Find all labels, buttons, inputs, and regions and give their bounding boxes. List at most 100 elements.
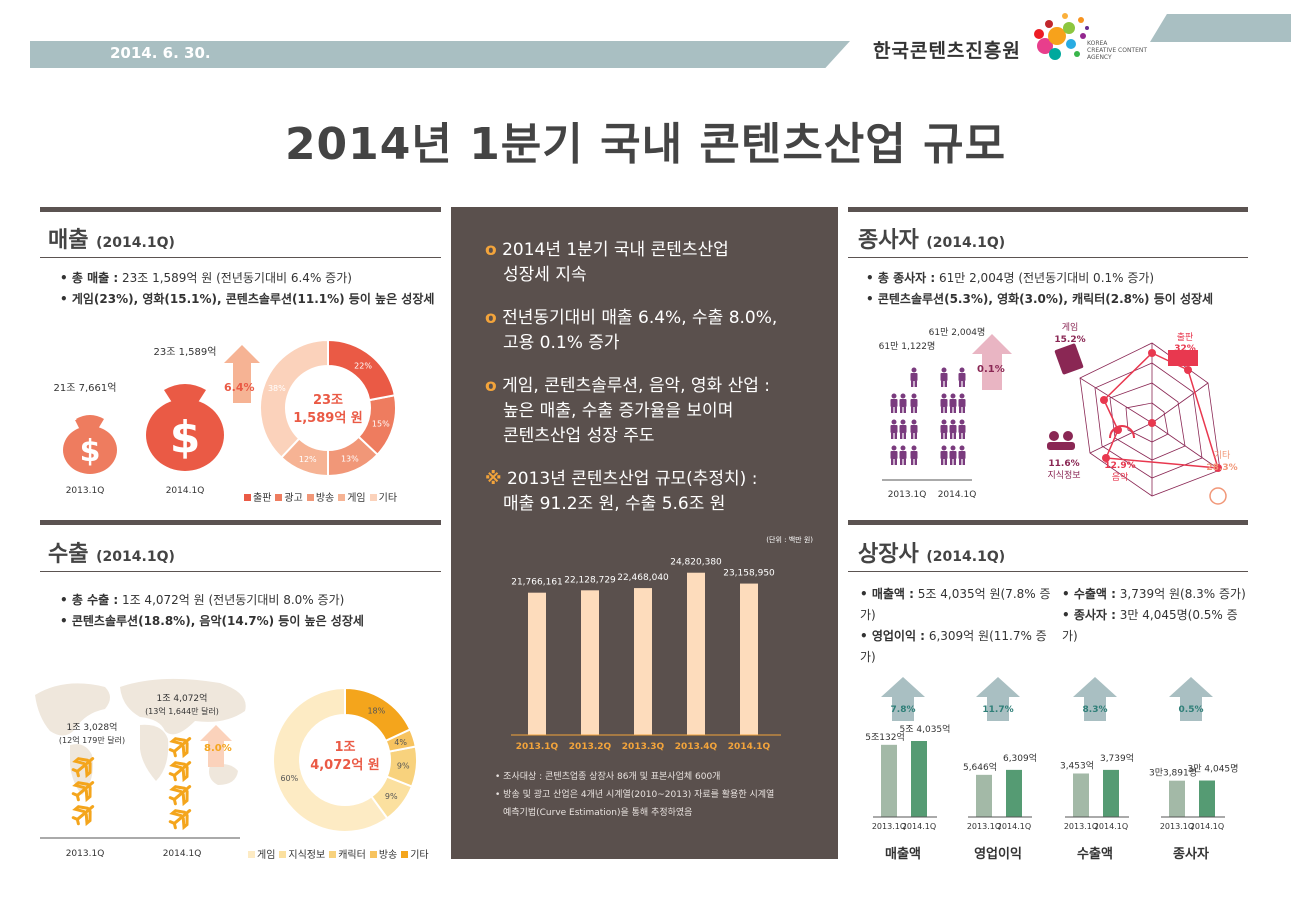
svg-text:61만 2,004명: 61만 2,004명 — [929, 327, 986, 338]
airplane-icon — [71, 757, 95, 779]
legend-label: 게임 — [257, 850, 276, 861]
bar — [740, 583, 758, 735]
slice-label: 38% — [268, 384, 286, 393]
bar — [1073, 773, 1089, 817]
sales-legend: 출판 광고 방송 게임 기타 — [244, 489, 401, 504]
sales-bullets: • 총 매출 : 23조 1,589억 원 (전년동기대비 6.4% 증가) •… — [60, 271, 435, 306]
donut-slice — [280, 437, 329, 478]
slice-label: 9% — [385, 792, 398, 801]
person-icon — [890, 445, 898, 465]
legend-item: 방송 — [369, 850, 398, 861]
group-label: 수출액 — [1077, 846, 1113, 862]
people-icon — [1047, 431, 1075, 450]
svg-text:1조 3,028억: 1조 3,028억 — [67, 721, 118, 733]
employees-people-chart: 61만 1,122명 61만 2,004명 0.1% 2013.1Q 2014.… — [879, 327, 1012, 500]
bar-category-label: 2013.2Q — [569, 742, 612, 752]
bar — [1199, 780, 1215, 817]
bar-value-label: 5,646억 — [963, 761, 997, 773]
person-icon — [949, 419, 957, 439]
svg-text:음악: 음악 — [1112, 471, 1129, 483]
svg-text:$: $ — [80, 434, 101, 469]
svg-text:23조: 23조 — [313, 393, 343, 408]
person-icon — [940, 419, 948, 439]
exports-title: 수출 (2014.1Q) — [48, 542, 175, 567]
svg-text:11.6%: 11.6% — [1048, 459, 1079, 469]
svg-text:2013.1Q: 2013.1Q — [888, 490, 927, 500]
growth-label: 11.7% — [982, 705, 1013, 715]
listed-bar-charts: 7.8% 5조132억 2013.1Q 5조 4,035억 2014.1Q 매출액 11.7… — [865, 677, 1238, 862]
section-bar — [848, 520, 1248, 525]
svg-text:32%: 32% — [1174, 344, 1196, 354]
bar-category-label: 2013.1Q — [967, 822, 1001, 831]
donut-slice — [327, 435, 379, 478]
person-icon — [940, 445, 948, 465]
person-icon — [949, 445, 957, 465]
slice-label: 4% — [394, 738, 407, 747]
bar-category-label: 2013.1Q — [1160, 822, 1194, 831]
section-bar — [40, 520, 441, 525]
bar-category-label: 2013.4Q — [675, 742, 718, 752]
person-icon — [899, 419, 907, 439]
svg-text:(13억 1,644만 달러): (13억 1,644만 달러) — [145, 706, 219, 716]
sales-donut-chart: 23조 1,589억 원 22% 15% 13% 12% 38% — [259, 338, 397, 478]
legend-item: 기타 — [401, 850, 429, 861]
headphones-icon — [1109, 425, 1135, 439]
slice-label: 60% — [280, 774, 298, 783]
legend-item: 캐릭터 — [329, 850, 366, 861]
slice-label: 12% — [299, 455, 317, 464]
moneybag-large-icon: $ — [146, 384, 224, 471]
svg-text:6.4%: 6.4% — [224, 381, 255, 394]
org-logo-icon — [1034, 13, 1089, 60]
slice-label: 9% — [397, 762, 410, 771]
header-banner-right — [1150, 14, 1291, 42]
svg-text:28.3%: 28.3% — [1206, 463, 1237, 473]
svg-text:61만 1,122명: 61만 1,122명 — [879, 341, 936, 352]
legend-item: 게임 — [338, 493, 366, 504]
svg-text:15.2%: 15.2% — [1054, 335, 1085, 345]
legend-item: 지식정보 — [279, 850, 325, 861]
svg-text:1조: 1조 — [334, 740, 355, 755]
person-icon — [949, 393, 957, 413]
bar-category-label: 2014.1Q — [1094, 822, 1128, 831]
section-divider — [848, 257, 1248, 258]
legend-swatch — [369, 494, 377, 501]
employees-title: 종사자 (2014.1Q) — [858, 228, 1006, 253]
svg-text:21조 7,661억: 21조 7,661억 — [54, 382, 117, 394]
svg-text:2014.1Q: 2014.1Q — [163, 849, 202, 859]
sales-title: 매출 (2014.1Q) — [48, 228, 175, 253]
section-bar — [40, 207, 441, 212]
growth-label: 0.5% — [1179, 705, 1204, 715]
svg-text:2014.1Q: 2014.1Q — [166, 486, 205, 496]
slice-label: 18% — [367, 707, 385, 716]
person-icon — [958, 393, 966, 413]
world-map-icon — [35, 678, 246, 795]
airplane-icon — [71, 805, 95, 827]
bar-value-label: 3만3,891명 — [1149, 768, 1197, 779]
growth-label: 7.8% — [891, 705, 916, 715]
svg-text:게임: 게임 — [1062, 321, 1079, 333]
legend-label: 기타 — [378, 493, 398, 504]
legend-label: 방송 — [315, 493, 335, 504]
growth-arrow-icon — [976, 677, 1020, 721]
section-divider — [848, 571, 1248, 572]
group-label: 영업이익 — [974, 846, 1022, 862]
growth-label: 8.3% — [1083, 705, 1108, 715]
listed-bullets-right: • 수출액 : 3,739억 원(8.3% 증가) • 종사자 : 3만 4,0… — [1062, 587, 1246, 643]
legend-swatch — [279, 851, 287, 858]
network-icon — [1209, 487, 1227, 505]
bar-category-label: 2014.1Q — [1190, 822, 1224, 831]
legend-label: 방송 — [378, 850, 398, 861]
legend-item: 방송 — [306, 493, 335, 504]
group-label: 종사자 — [1173, 846, 1209, 862]
svg-text:1조 4,072억: 1조 4,072억 — [157, 692, 208, 704]
legend-swatch — [248, 851, 255, 858]
bar-value-label: 22,468,040 — [617, 573, 669, 583]
airplane-icon — [168, 737, 192, 759]
airplane-icon — [168, 809, 192, 831]
person-icon — [890, 419, 898, 439]
legend-label: 게임 — [347, 493, 366, 504]
legend-label: 출판 — [253, 493, 272, 504]
legend-swatch — [369, 851, 377, 858]
person-icon — [899, 393, 907, 413]
legend-label: 지식정보 — [288, 850, 326, 861]
